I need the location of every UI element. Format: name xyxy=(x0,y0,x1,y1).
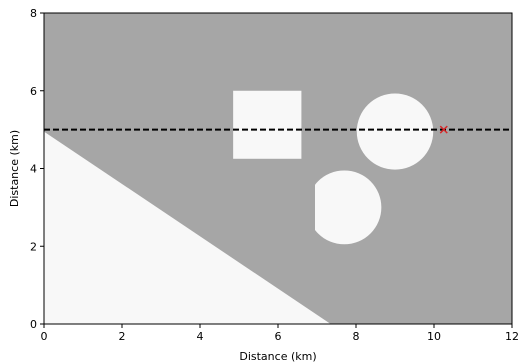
y-tick-label: 4 xyxy=(30,163,37,176)
y-tick-label: 0 xyxy=(30,318,37,331)
x-tick-label: 8 xyxy=(353,330,360,343)
y-tick-label: 2 xyxy=(30,240,37,253)
plot-area xyxy=(44,13,512,324)
y-tick-label: 8 xyxy=(30,7,37,20)
x-tick-label: 2 xyxy=(119,330,126,343)
x-tick-label: 0 xyxy=(41,330,48,343)
x-axis-label: Distance (km) xyxy=(239,350,316,363)
x-tick-label: 12 xyxy=(505,330,519,343)
clipped-circle-inclusion xyxy=(307,170,381,244)
x-tick-label: 6 xyxy=(275,330,282,343)
x-tick-label: 10 xyxy=(427,330,441,343)
circle-inclusion xyxy=(357,93,433,169)
y-axis: 0 2 4 6 8 xyxy=(30,7,44,331)
x-axis: 0 2 4 6 8 10 12 xyxy=(41,324,520,343)
square-inclusion xyxy=(233,91,301,159)
y-tick-label: 6 xyxy=(30,85,37,98)
x-tick-label: 4 xyxy=(197,330,204,343)
y-axis-label: Distance (km) xyxy=(8,130,21,207)
